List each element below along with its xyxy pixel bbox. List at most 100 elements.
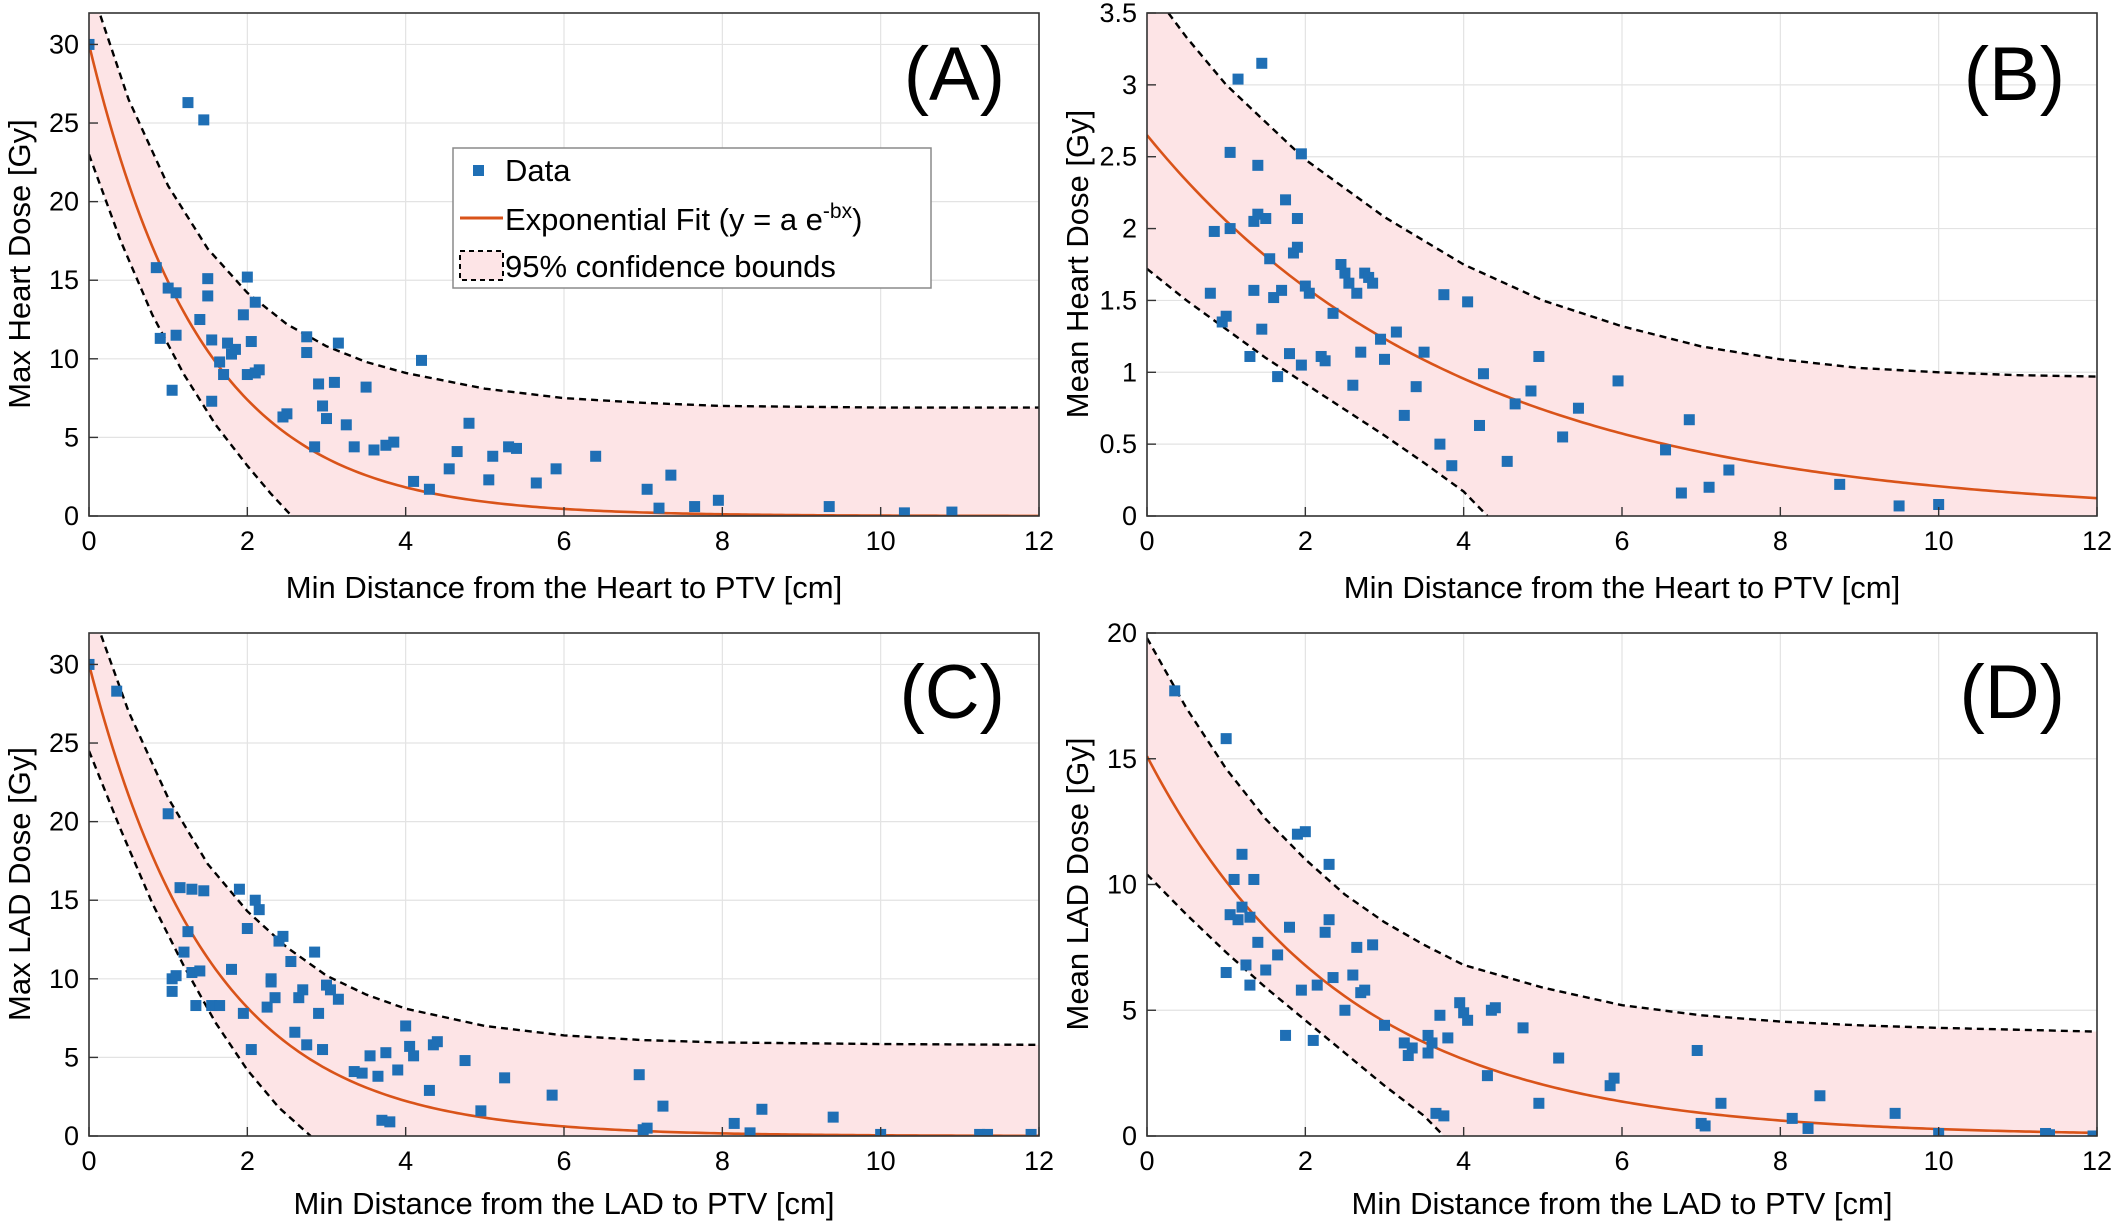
panel-a-ylabel: Max Heart Dose [Gy] — [2, 119, 37, 408]
data-point — [194, 965, 206, 977]
legend-fit-label: Exponential Fit (y = a e-bx) — [505, 200, 862, 237]
data-point — [1327, 307, 1339, 319]
panel-c-xtick-label: 0 — [81, 1146, 96, 1176]
panel-b-ylabel: Mean Heart Dose [Gy] — [1060, 110, 1095, 418]
data-point — [1224, 146, 1236, 158]
data-point — [423, 1084, 435, 1096]
panel-b-xlabel: Min Distance from the Heart to PTV [cm] — [1344, 570, 1900, 605]
panel-c-xtick-label: 6 — [556, 1146, 571, 1176]
data-point — [974, 1128, 986, 1136]
data-point — [360, 381, 372, 393]
data-point — [328, 376, 340, 388]
panel-a-xtick-label: 6 — [556, 526, 571, 556]
panel-a-upper-bound — [98, 13, 1039, 409]
data-point — [237, 309, 249, 321]
panel-c-ytick-label: 10 — [49, 964, 79, 994]
data-point — [297, 984, 309, 996]
data-point — [1323, 858, 1335, 870]
data-point — [321, 413, 332, 425]
panel-c-xlabel: Min Distance from the LAD to PTV [cm] — [294, 1186, 835, 1221]
panel-c-xtick-label: 2 — [240, 1146, 255, 1176]
panel-b-xtick-label: 2 — [1298, 526, 1313, 556]
data-point — [1256, 57, 1268, 69]
data-point — [376, 1114, 388, 1126]
panel-a-ytick-label: 30 — [49, 29, 79, 59]
data-point — [1355, 346, 1367, 358]
data-point — [380, 439, 392, 451]
panel-d-ytick-label: 15 — [1107, 744, 1137, 774]
data-point — [408, 1050, 420, 1062]
panel-c-ytick-label: 0 — [64, 1121, 79, 1151]
panel-d-lower-bound — [1147, 873, 1445, 1136]
panel-a: 0 2 4 6 8 10 12 0 5 10 15 20 25 30 (A) Min Distance f… — [2, 12, 1054, 605]
data-point — [384, 1116, 396, 1128]
data-point — [241, 369, 253, 381]
data-point — [253, 904, 265, 916]
legend-fit-exponent: -bx — [823, 200, 853, 223]
data-point — [186, 967, 198, 979]
data-point — [416, 354, 427, 366]
panel-d-xtick-label: 8 — [1773, 1146, 1788, 1176]
data-point — [1933, 499, 1945, 511]
data-point — [1406, 1042, 1418, 1054]
data-point — [241, 923, 253, 935]
data-point — [1236, 901, 1248, 913]
data-point — [1834, 478, 1846, 490]
panel-c-confidence-band — [89, 633, 1039, 1136]
data-point — [206, 334, 218, 346]
data-point — [1216, 316, 1228, 328]
data-point — [1260, 964, 1272, 976]
data-point — [241, 271, 253, 283]
data-point — [356, 1067, 368, 1079]
data-point — [317, 400, 329, 412]
panel-d-label: (D) — [1959, 650, 2065, 735]
data-point — [1398, 1037, 1410, 1049]
panel-a-xtick-label: 12 — [1024, 526, 1054, 556]
data-point — [1474, 419, 1485, 431]
data-point — [1244, 979, 1256, 991]
data-point — [1323, 914, 1335, 926]
data-point — [1410, 381, 1422, 393]
data-point — [1252, 208, 1264, 220]
panel-c-ylabel: Max LAD Dose [Gy] — [2, 747, 37, 1021]
data-point — [1430, 1107, 1442, 1119]
data-point — [380, 1047, 392, 1059]
data-point — [348, 441, 360, 453]
data-point — [657, 1100, 669, 1112]
panel-b-ytick-label: 1 — [1122, 357, 1137, 387]
data-point — [348, 1066, 360, 1078]
data-point — [1703, 481, 1715, 493]
data-point — [1256, 323, 1268, 335]
data-point — [1303, 287, 1315, 299]
panel-b-lower-bound — [1147, 267, 1489, 516]
data-point — [689, 501, 701, 513]
data-point — [1683, 414, 1695, 426]
panel-a-xtick-label: 0 — [81, 526, 96, 556]
data-point — [245, 1044, 257, 1056]
legend-fit-prefix: Exponential Fit (y = a e — [505, 202, 823, 237]
data-point — [1268, 292, 1280, 304]
data-point — [301, 347, 313, 359]
panel-b-ticks: 0 2 4 6 8 10 12 0 0.5 1 1.5 2 2.5 3 3.5 — [1099, 0, 2112, 556]
panel-a-ytick-label: 0 — [64, 501, 79, 531]
data-point — [511, 442, 522, 454]
data-point — [400, 1020, 412, 1032]
data-point — [1351, 287, 1363, 299]
data-point — [1446, 460, 1458, 472]
panel-b-confidence-band — [1147, 13, 2097, 516]
data-point — [1204, 287, 1216, 299]
panel-b-upper-bound — [1166, 13, 2097, 378]
data-point — [340, 419, 352, 431]
panel-c-ytick-label: 30 — [49, 649, 79, 679]
data-point — [1489, 1002, 1501, 1014]
panel-a-points — [89, 38, 958, 516]
legend-bounds-swatch — [459, 250, 504, 281]
panel-b-xtick-label: 4 — [1456, 526, 1471, 556]
data-point — [1359, 984, 1371, 996]
data-point — [1228, 873, 1240, 885]
data-point — [1291, 241, 1303, 253]
data-point — [1402, 1050, 1414, 1062]
panel-a-ytick-label: 10 — [49, 344, 79, 374]
data-point — [1379, 353, 1390, 365]
data-point — [1438, 1110, 1450, 1122]
